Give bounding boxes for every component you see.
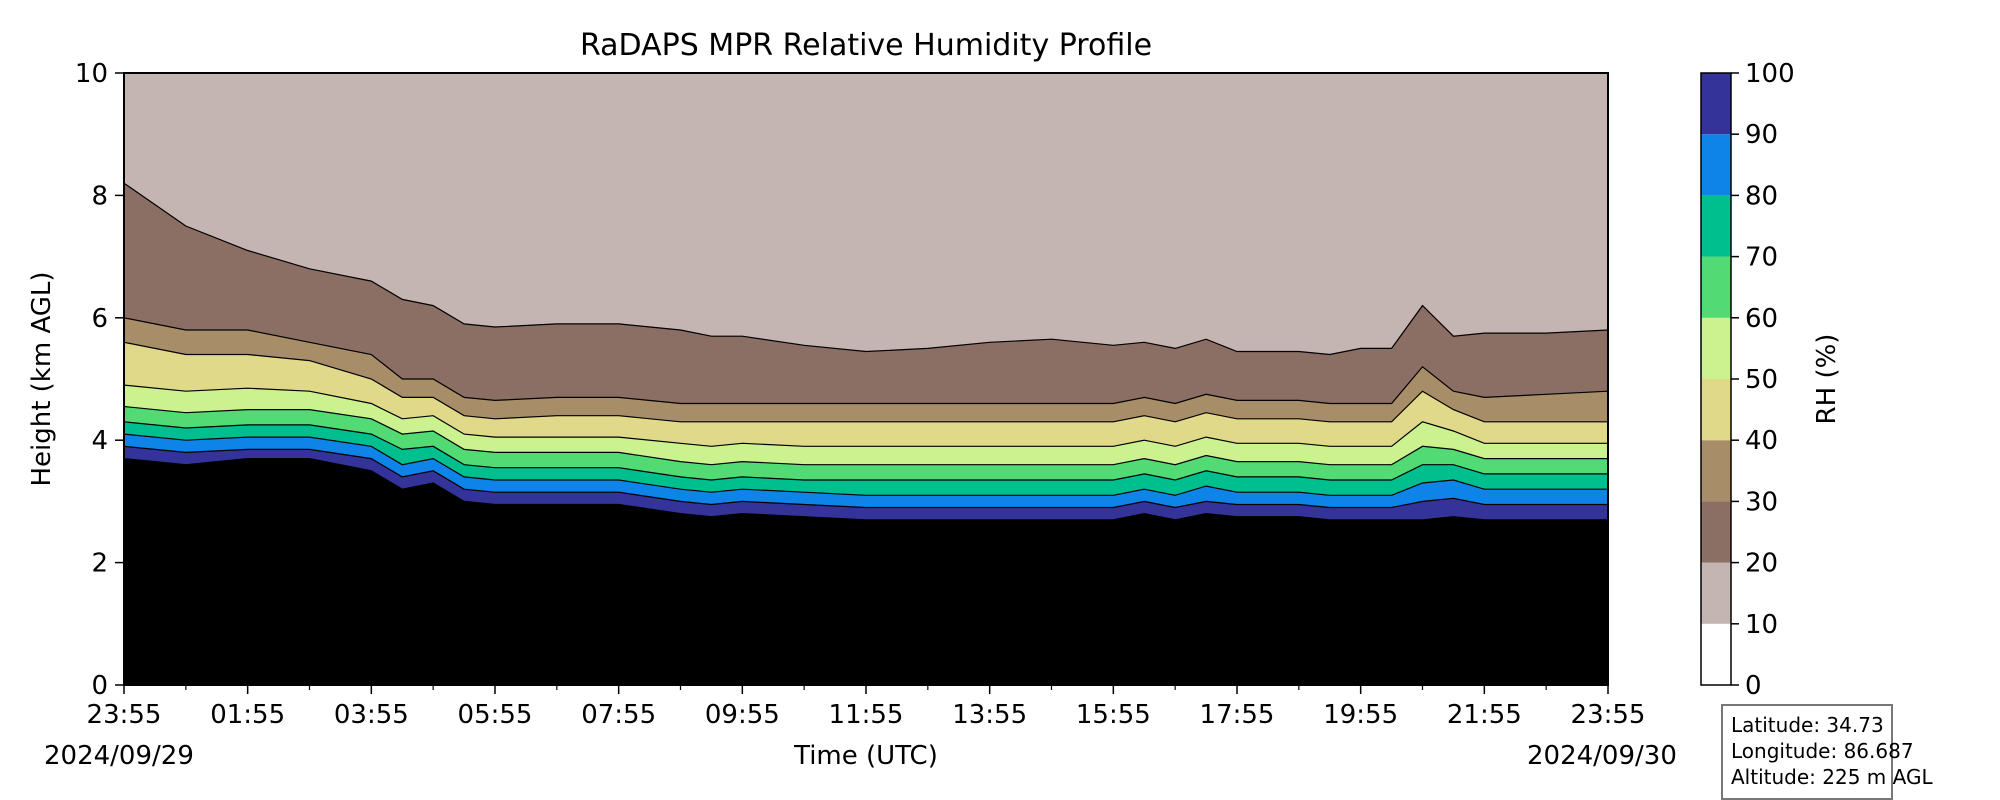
colorbar-tick-label: 60 [1745, 304, 1778, 334]
colorbar-segment [1701, 379, 1731, 441]
colorbar-tick-label: 100 [1745, 59, 1795, 89]
latitude-text: Latitude: 34.73 [1731, 713, 1884, 737]
x-tick-label: 09:55 [705, 700, 780, 730]
x-axis-ticks: 23:55 01:55 03:55 05:55 07:55 09:55 11:55 13:55… [87, 685, 1646, 730]
colorbar-tick-label: 20 [1745, 549, 1778, 579]
colorbar-segment [1701, 623, 1731, 685]
colorbar-tick-label: 80 [1745, 181, 1778, 211]
x-axis-label: Time (UTC) [793, 741, 938, 771]
colorbar-tick-label: 70 [1745, 243, 1778, 273]
y-axis-label: Height (km AGL) [27, 271, 57, 486]
contour-bands [124, 182, 1608, 685]
x-tick-label: 23:55 [87, 700, 162, 730]
colorbar-tick-label: 10 [1745, 610, 1778, 640]
contour-band-rh90 [124, 457, 1608, 685]
x-tick-label: 05:55 [458, 700, 533, 730]
colorbar-segment [1701, 256, 1731, 318]
colorbar-segment [1701, 562, 1731, 624]
y-tick-label: 8 [91, 181, 108, 211]
colorbar: 0 10 20 30 40 50 60 70 80 90 100 [1700, 59, 1795, 701]
x-tick-label: 19:55 [1323, 700, 1398, 730]
x-tick-label: 07:55 [581, 700, 656, 730]
station-info-box: Latitude: 34.73 Longitude: 86.687 Altitu… [1721, 704, 1933, 800]
start-date-label: 2024/09/29 [44, 741, 194, 771]
colorbar-tick-label: 90 [1745, 120, 1778, 150]
colorbar-segment [1701, 440, 1731, 502]
colorbar-tick-label: 50 [1745, 365, 1778, 395]
y-tick-label: 0 [91, 671, 108, 701]
x-tick-label: 15:55 [1076, 700, 1151, 730]
y-tick-label: 4 [91, 426, 108, 456]
colorbar-segment [1701, 195, 1731, 257]
plot-area [124, 73, 1608, 685]
colorbar-segment [1701, 501, 1731, 563]
x-tick-label: 13:55 [952, 700, 1027, 730]
x-tick-label: 21:55 [1447, 700, 1522, 730]
end-date-label: 2024/09/30 [1527, 741, 1677, 771]
chart-title: RaDAPS MPR Relative Humidity Profile [580, 28, 1152, 63]
altitude-text: Altitude: 225 m AGL [1731, 765, 1933, 789]
colorbar-tick-label: 40 [1745, 426, 1778, 456]
colorbar-tick-label: 30 [1745, 487, 1778, 517]
x-tick-label: 03:55 [334, 700, 409, 730]
x-tick-label: 23:55 [1571, 700, 1646, 730]
colorbar-segment [1701, 73, 1731, 135]
y-tick-label: 2 [91, 549, 108, 579]
colorbar-label: RH (%) [1812, 334, 1842, 425]
colorbar-segment [1701, 317, 1731, 379]
x-tick-label: 17:55 [1200, 700, 1275, 730]
y-tick-label: 10 [75, 59, 108, 89]
colorbar-segment [1701, 134, 1731, 196]
x-tick-label: 01:55 [210, 700, 285, 730]
y-tick-label: 6 [91, 304, 108, 334]
longitude-text: Longitude: 86.687 [1731, 739, 1914, 763]
colorbar-tick-label: 0 [1745, 671, 1762, 701]
x-tick-label: 11:55 [829, 700, 904, 730]
y-axis-ticks: 0 2 4 6 8 10 [75, 59, 124, 701]
